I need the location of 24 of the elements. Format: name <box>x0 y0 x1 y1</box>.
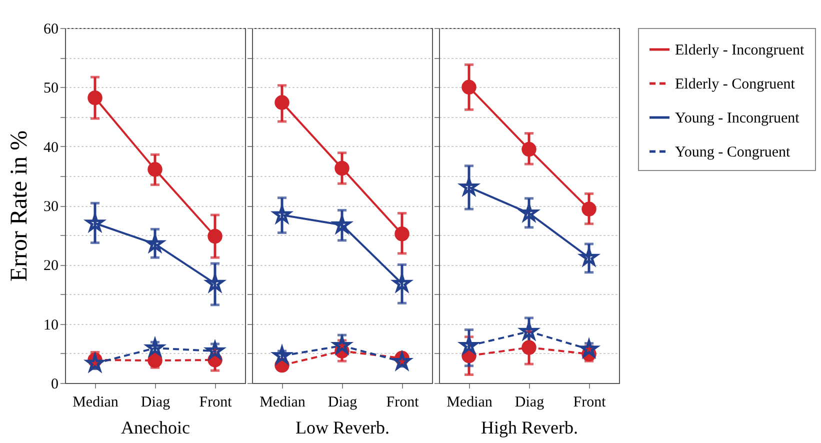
legend-label: Young - Incongruent <box>675 110 800 126</box>
x-tick-label: Median <box>72 394 119 410</box>
y-tick-label: 50 <box>44 80 58 97</box>
x-tick-label: Median <box>446 394 493 410</box>
x-axis-title: Anechoic <box>121 418 190 438</box>
legend-label: Elderly - Congruent <box>675 76 796 92</box>
y-tick-label: 40 <box>44 140 58 156</box>
x-tick-label: Diag <box>514 394 545 410</box>
x-tick-label: Diag <box>140 394 171 410</box>
x-tick-label: Front <box>199 394 233 410</box>
y-tick-label: 10 <box>44 317 58 334</box>
y-tick-label: 30 <box>44 199 58 215</box>
y-tick-label: 60 <box>44 22 58 38</box>
x-tick-label: Median <box>260 394 306 410</box>
y-axis-title: Error Rate in % <box>6 130 32 282</box>
x-tick-label: Diag <box>328 394 358 410</box>
legend-label: Young - Congruent <box>675 144 791 160</box>
y-tick-label: 0 <box>51 376 58 392</box>
x-axis-title: High Reverb. <box>481 418 578 438</box>
legend-label: Elderly - Incongruent <box>675 42 805 58</box>
x-tick-label: Front <box>573 394 607 410</box>
y-tick-label: 20 <box>44 258 58 274</box>
x-tick-label: Front <box>386 394 420 410</box>
x-axis-title: Low Reverb. <box>296 418 390 438</box>
